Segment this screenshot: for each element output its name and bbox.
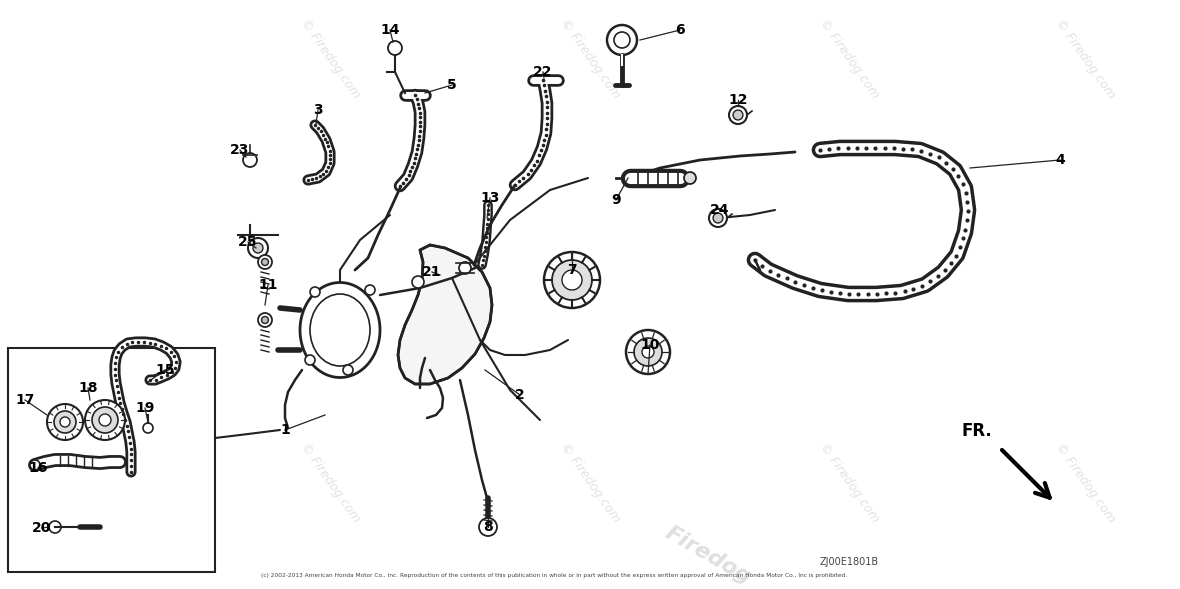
Circle shape	[304, 355, 315, 365]
Text: 11: 11	[258, 278, 277, 292]
Circle shape	[343, 365, 353, 375]
Text: © Firedog.com: © Firedog.com	[299, 441, 362, 525]
Text: ZJ00E1801B: ZJ00E1801B	[820, 557, 879, 567]
Text: 5: 5	[447, 78, 457, 92]
Text: 22: 22	[533, 65, 552, 79]
Text: © Firedog.com: © Firedog.com	[299, 16, 362, 101]
Text: © Firedog.com: © Firedog.com	[818, 16, 881, 101]
Circle shape	[92, 407, 118, 433]
Text: 19: 19	[136, 401, 155, 415]
Text: 9: 9	[611, 193, 621, 207]
Text: 1: 1	[280, 423, 290, 437]
Circle shape	[60, 417, 70, 427]
Circle shape	[85, 400, 125, 440]
Circle shape	[552, 260, 592, 300]
Circle shape	[54, 411, 76, 433]
Circle shape	[47, 404, 83, 440]
Circle shape	[248, 238, 268, 258]
Text: 18: 18	[78, 381, 98, 395]
Circle shape	[243, 153, 257, 167]
Text: 7: 7	[568, 263, 577, 277]
Text: 24: 24	[710, 203, 729, 217]
Circle shape	[614, 32, 630, 48]
Circle shape	[412, 276, 424, 288]
Circle shape	[50, 521, 61, 533]
Text: 21: 21	[422, 265, 441, 279]
Circle shape	[627, 330, 670, 374]
Circle shape	[642, 346, 654, 358]
Text: 14: 14	[380, 23, 400, 37]
Circle shape	[258, 255, 273, 269]
Circle shape	[262, 259, 269, 266]
Circle shape	[729, 106, 747, 124]
Text: 2: 2	[516, 388, 525, 402]
Text: 6: 6	[675, 23, 684, 37]
Text: © Firedog.com: © Firedog.com	[818, 441, 881, 525]
Text: 3: 3	[313, 103, 323, 117]
Circle shape	[99, 414, 111, 426]
Circle shape	[733, 110, 743, 120]
Text: 16: 16	[28, 461, 47, 475]
Text: 25: 25	[238, 235, 257, 249]
Circle shape	[684, 172, 696, 184]
Text: © Firedog.com: © Firedog.com	[1054, 16, 1117, 101]
Text: 13: 13	[480, 191, 499, 205]
Circle shape	[258, 313, 273, 327]
Text: 10: 10	[641, 338, 660, 352]
Text: © Firedog.com: © Firedog.com	[1054, 441, 1117, 525]
Circle shape	[310, 287, 320, 297]
Ellipse shape	[310, 294, 371, 366]
Text: 4: 4	[1055, 153, 1064, 167]
Circle shape	[634, 338, 662, 366]
Text: 23: 23	[230, 143, 250, 157]
Text: Firedog: Firedog	[662, 522, 754, 588]
Circle shape	[30, 460, 40, 470]
Text: 17: 17	[15, 393, 34, 407]
Circle shape	[562, 270, 582, 290]
Text: 20: 20	[32, 521, 52, 535]
Circle shape	[459, 262, 471, 274]
Bar	[8, 348, 215, 572]
Circle shape	[709, 209, 727, 227]
Text: 8: 8	[483, 520, 493, 534]
Circle shape	[544, 252, 599, 308]
Polygon shape	[398, 245, 492, 384]
Circle shape	[607, 25, 637, 55]
Text: © Firedog.com: © Firedog.com	[558, 441, 622, 525]
Text: 15: 15	[156, 363, 175, 377]
Text: 12: 12	[728, 93, 748, 107]
Circle shape	[388, 41, 402, 55]
Ellipse shape	[300, 283, 380, 378]
Circle shape	[262, 316, 269, 323]
Text: (c) 2002-2013 American Honda Motor Co., Inc. Reproduction of the contents of thi: (c) 2002-2013 American Honda Motor Co., …	[262, 573, 847, 577]
Circle shape	[253, 243, 263, 253]
Circle shape	[365, 285, 375, 295]
Text: © Firedog.com: © Firedog.com	[558, 16, 622, 101]
Circle shape	[479, 518, 497, 536]
Text: © Firedog.com: © Firedog.com	[63, 441, 126, 525]
Text: FR.: FR.	[962, 422, 992, 440]
Circle shape	[143, 423, 153, 433]
Circle shape	[713, 213, 723, 223]
